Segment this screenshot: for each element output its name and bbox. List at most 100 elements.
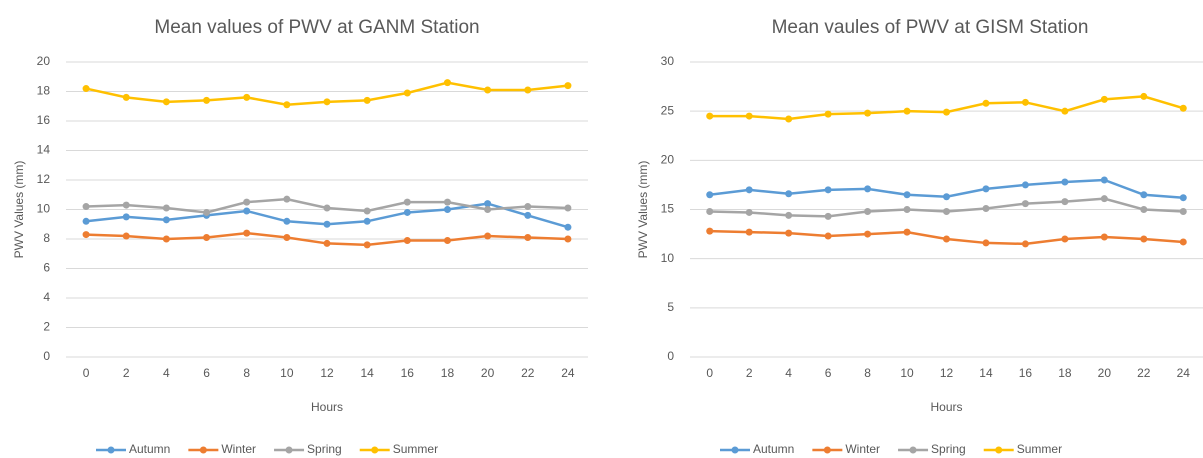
legend-label: Spring [307,442,342,456]
x-tick-label: 22 [1137,366,1151,380]
point [943,207,950,215]
point [363,217,371,225]
point [1140,235,1148,243]
y-axis-label: PWV Values (mm) [12,161,26,259]
x-tick-label: 2 [746,366,753,380]
chart-title: Mean vaules of PWV at GISM Station [772,17,1089,38]
point [203,208,211,216]
point [443,236,451,244]
legend-label: Summer [1017,442,1062,456]
point [162,98,170,106]
point [443,198,451,206]
point [524,203,532,211]
point [1100,176,1108,184]
y-tick-label: 10 [661,251,675,265]
point [1061,178,1069,186]
x-tick-label: 6 [203,366,210,380]
point [363,241,371,249]
y-tick-label: 14 [37,143,51,157]
point [484,232,492,240]
point [706,207,714,215]
x-tick-label: 18 [441,366,455,380]
point [564,223,572,231]
x-tick-label: 22 [521,366,535,380]
chart-title: Mean values of PWV at GANM Station [154,17,479,38]
y-tick-label: 6 [43,261,50,275]
point [1021,181,1029,189]
point [785,229,793,237]
point [903,228,911,236]
x-tick-label: 10 [900,366,914,380]
point [1100,195,1108,203]
x-tick-label: 12 [940,366,954,380]
point [484,200,492,208]
point [162,216,170,224]
point [864,185,872,193]
point [443,79,451,87]
point [323,239,331,247]
point [524,234,532,242]
point [1140,206,1148,213]
point [1021,200,1029,208]
point [283,217,291,225]
x-tick-label: 10 [280,366,294,380]
point [403,208,411,216]
point [943,108,950,116]
x-tick-label: 24 [1177,366,1191,380]
legend-marker [199,446,207,454]
point [1061,107,1069,115]
legend-label: Summer [393,442,438,456]
point [745,208,753,216]
x-tick-label: 2 [123,366,130,380]
point [122,201,130,209]
x-tick-label: 14 [979,366,993,380]
point [982,205,990,213]
point [243,198,251,206]
point [524,211,532,219]
y-tick-label: 20 [661,153,675,167]
point [484,206,492,213]
point [403,236,411,244]
point [824,232,832,240]
point [122,232,130,240]
point [403,89,411,97]
point [243,229,251,237]
legend-marker [371,446,379,454]
point [824,212,832,220]
point [443,206,451,213]
y-tick-label: 20 [37,54,51,68]
x-tick-label: 18 [1058,366,1072,380]
point [323,220,331,228]
legend-label: Autumn [753,442,794,456]
point [1179,238,1187,246]
point [903,191,911,199]
point [745,228,753,236]
x-axis-label: Hours [311,400,343,414]
legend-label: Spring [931,442,966,456]
x-tick-label: 20 [1098,366,1112,380]
legend-marker [823,446,831,454]
point [243,207,251,215]
point [1021,98,1029,106]
x-tick-label: 8 [243,366,250,380]
point [745,112,753,120]
point [283,234,291,242]
point [82,217,90,225]
point [82,231,90,239]
point [982,239,990,247]
point [1061,235,1069,243]
x-tick-label: 20 [481,366,495,380]
point [122,213,130,221]
point [943,235,950,243]
point [484,86,492,94]
point [162,235,170,243]
y-tick-label: 25 [661,103,675,117]
point [363,207,371,215]
x-tick-label: 0 [706,366,713,380]
y-tick-label: 12 [37,172,51,186]
point [706,227,714,235]
point [162,204,170,212]
legend-label: Winter [221,442,256,456]
y-tick-label: 2 [43,320,50,334]
point [564,82,572,90]
